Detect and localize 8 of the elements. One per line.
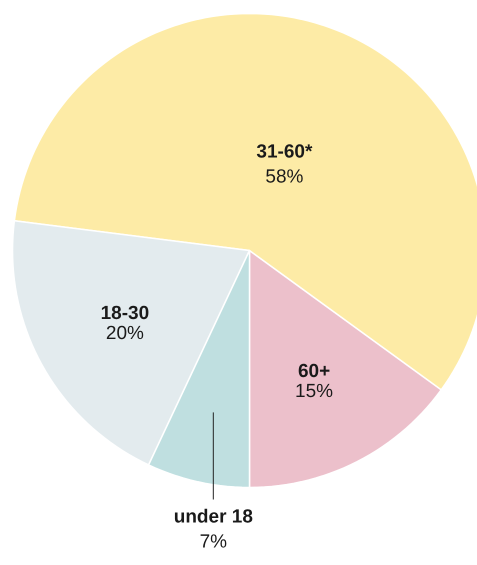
- data-label: 7%: [200, 532, 228, 552]
- data-label: 15%: [295, 381, 334, 402]
- slice-label: 18-30: [100, 303, 150, 324]
- slice-label: 60+: [298, 361, 330, 382]
- slice-label: 31-60*: [256, 141, 313, 162]
- data-label: 58%: [265, 166, 304, 188]
- data-label: 20%: [106, 323, 144, 344]
- slice-label: under 18: [174, 506, 253, 528]
